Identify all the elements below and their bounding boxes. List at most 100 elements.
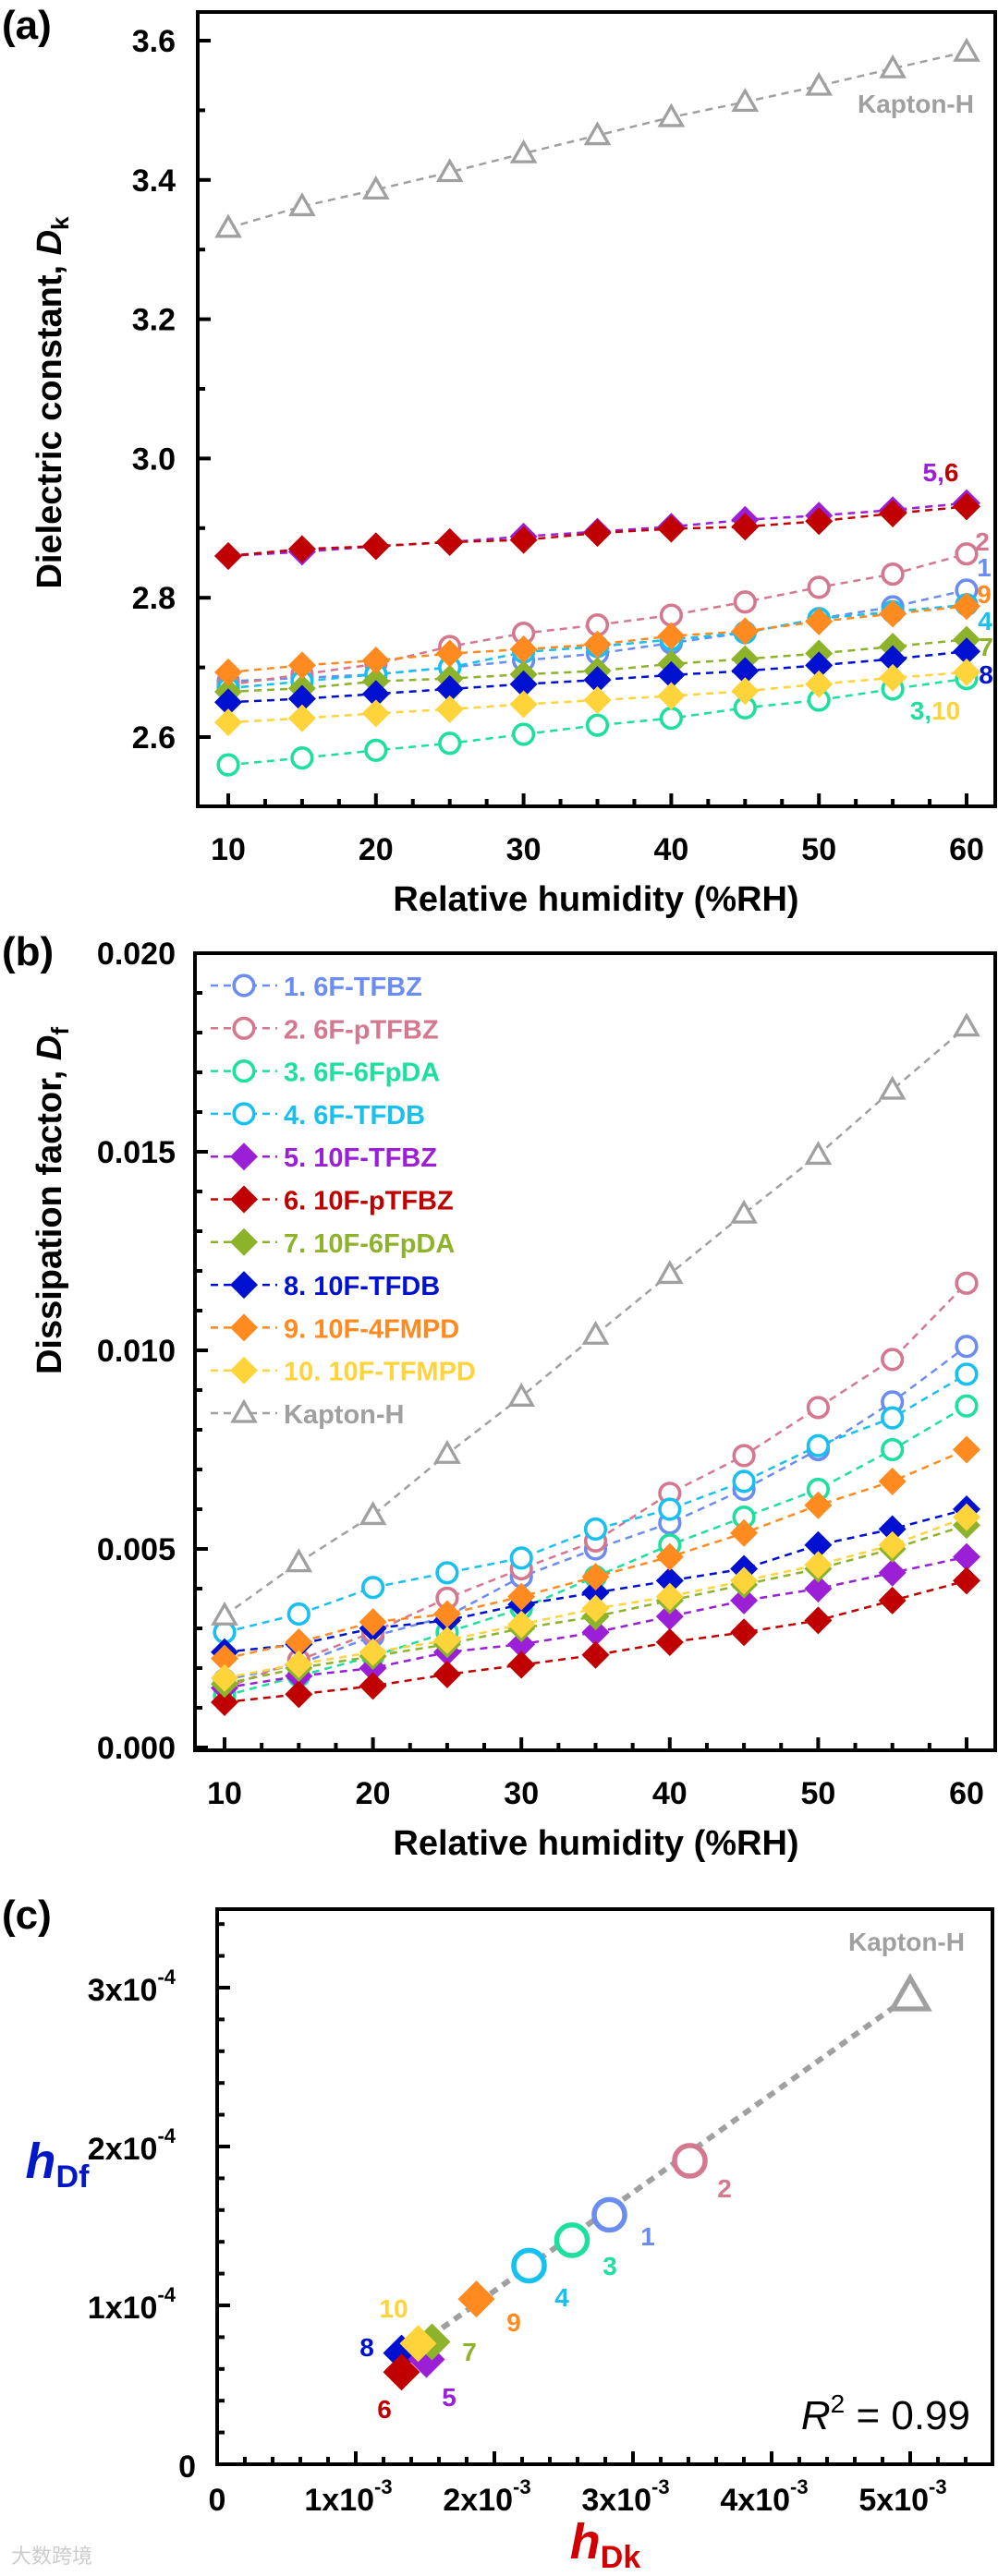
data-point: [657, 682, 686, 710]
data-point: [879, 54, 907, 79]
data-point: [214, 688, 242, 717]
data-point: [287, 535, 316, 563]
data-point: [955, 1394, 979, 1418]
data-point: [507, 1610, 536, 1639]
data-point: [507, 1582, 536, 1611]
data-point: [285, 1680, 313, 1709]
series-number-label: 1: [977, 553, 992, 582]
data-point: [214, 213, 242, 238]
data-point: [732, 1444, 756, 1468]
y-axis-title: hDf: [26, 2134, 91, 2195]
data-point: [655, 1602, 684, 1631]
data-point: [953, 1503, 980, 1531]
legend: 1. 6F-TFBZ 2. 6F-pTFBZ 3. 6F-6FpDA 4. 6F-TF…: [211, 973, 476, 1430]
data-point: [507, 1630, 536, 1659]
x-tick-label: 0: [209, 2483, 226, 2518]
data-point: [287, 651, 316, 680]
point-label: 1: [640, 2222, 655, 2251]
r-symbol: R: [801, 2393, 831, 2438]
legend-marker: [232, 974, 256, 998]
y-axis-title: Dielectric constant, Dk: [30, 216, 74, 589]
legend-label: 3. 6F-6FpDA: [284, 1058, 440, 1088]
label-part: 2: [975, 527, 990, 556]
data-point: [805, 607, 834, 635]
data-point: [731, 657, 760, 685]
data-point: [878, 1558, 907, 1587]
y-tick-label: 3.6: [132, 24, 176, 59]
data-point: [955, 542, 979, 566]
data-point: [879, 645, 907, 673]
data-point: [953, 1566, 980, 1595]
tick-exponent: -4: [157, 1965, 176, 1989]
tick-exponent: -3: [651, 2475, 670, 2498]
data-point: [435, 1561, 459, 1585]
data-point: [583, 519, 612, 548]
point-label: 10: [379, 2294, 408, 2323]
x-axis-title-symbol: h: [570, 2514, 601, 2570]
data-point: [731, 513, 760, 541]
data-point: [804, 1575, 833, 1602]
point-label: 2: [717, 2174, 732, 2203]
panel-label-a: (a): [2, 3, 52, 48]
data-point: [659, 603, 684, 627]
data-point: [655, 1628, 684, 1657]
data-point: [804, 1551, 833, 1579]
data-point: [507, 1382, 536, 1407]
x-axis-title: Relative humidity (%RH): [393, 880, 798, 919]
data-point: [953, 658, 980, 686]
tick-base: 2x10: [88, 2132, 158, 2167]
data-point: [731, 677, 760, 706]
data-point: [290, 746, 314, 770]
tick-exponent: -4: [157, 2283, 176, 2306]
point-label: 7: [462, 2338, 477, 2366]
series-6: [214, 492, 980, 570]
data-point: [211, 1687, 238, 1716]
label-part: 5: [923, 458, 938, 487]
data-point: [285, 1628, 313, 1657]
x-tick-label: 30: [506, 832, 542, 867]
legend-marker: [230, 1228, 258, 1256]
series-line: [227, 677, 968, 767]
y-tick-label: 3x10-4: [88, 1965, 176, 2008]
y-tick-label: 0.015: [97, 1135, 176, 1170]
data-point-3: [554, 2222, 590, 2258]
data-point: [806, 1396, 831, 1420]
data-point: [214, 658, 242, 686]
data-point: [507, 1651, 536, 1679]
data-point: [285, 1650, 313, 1678]
legend-label: 2. 6F-pTFBZ: [284, 1015, 439, 1045]
series-line: [227, 605, 968, 674]
y-tick-label: 3.2: [132, 303, 176, 338]
y-axis-title-symbol: D: [30, 230, 69, 255]
data-point: [731, 617, 760, 646]
data-point: [805, 670, 834, 698]
legend-item: 4. 6F-TFDB: [211, 1101, 425, 1131]
data-point: [583, 686, 612, 715]
data-point: [878, 1515, 907, 1543]
data-point: [879, 663, 907, 692]
legend-label: 10. 10F-TFMPD: [284, 1358, 476, 1387]
point-label: 9: [506, 2308, 521, 2337]
x-tick-label: 30: [504, 1776, 539, 1811]
data-point: [953, 492, 980, 521]
series-8: [214, 637, 980, 717]
data-point: [804, 1141, 833, 1166]
axes-b: 0.000 0.005 0.010 0.015 0.020 10 20 30 40 50 60 Rel…: [30, 937, 984, 1863]
panel-label-c: (c): [2, 1893, 52, 1938]
x-tick-label: 5x10-3: [858, 2475, 946, 2518]
data-point: [361, 699, 390, 728]
data-point: [730, 1199, 758, 1224]
data-point: [730, 1518, 759, 1547]
kapton-label: Kapton-H: [858, 90, 974, 118]
data-point: [581, 1640, 610, 1669]
data-point: [361, 1576, 385, 1600]
data-point-4: [511, 2247, 547, 2284]
data-point: [953, 592, 980, 621]
data-point: [657, 622, 686, 650]
data-point-6: [383, 2353, 420, 2391]
data-point: [288, 192, 316, 217]
series-line: [227, 603, 968, 690]
data-point: [509, 526, 538, 554]
data-point: [583, 1517, 608, 1542]
y-axis-title-text: Dissipation factor,: [30, 1060, 69, 1374]
